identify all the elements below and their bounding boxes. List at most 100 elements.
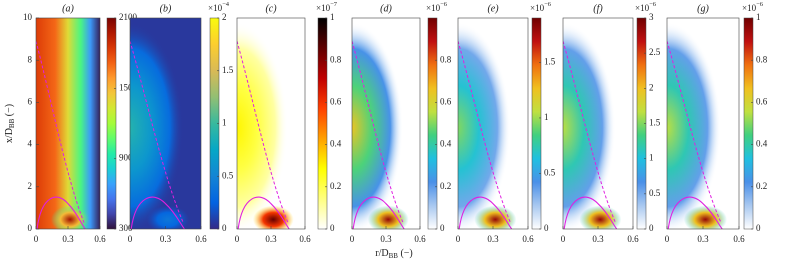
y-tick-label: 4 bbox=[28, 139, 33, 149]
field bbox=[237, 18, 305, 229]
x-tick-label: 0.3 bbox=[265, 234, 277, 244]
colorbar-tick-label: 1 bbox=[544, 112, 549, 122]
colorbar-tick-label: 2.5 bbox=[649, 47, 661, 57]
x-axis-label: r/DBB (−) bbox=[375, 248, 413, 259]
scale-base: ×10 bbox=[530, 3, 545, 13]
colorbar-tick-label: 0.8 bbox=[440, 54, 452, 64]
x-tick-label: 0.3 bbox=[487, 234, 499, 244]
plume bbox=[130, 22, 184, 229]
colorbar-tick-label: 0.4 bbox=[440, 139, 452, 149]
colorbar-tick-label: 0.6 bbox=[756, 96, 768, 106]
colorbar-tick-label: 0.8 bbox=[756, 54, 768, 64]
colorbar-tick-label: 1.5 bbox=[222, 65, 234, 75]
colorbar-scale: ×10−6 bbox=[742, 1, 764, 13]
colorbar-tick-label: 1 bbox=[649, 153, 654, 163]
colorbar-tick-label: 300 bbox=[119, 223, 133, 233]
x-tick-label: 0 bbox=[561, 234, 566, 244]
hot-spot bbox=[683, 205, 727, 229]
field-bg bbox=[36, 18, 100, 229]
scale-exponent: −4 bbox=[222, 1, 230, 8]
scale-base: ×10 bbox=[742, 3, 757, 13]
panel-title: (b) bbox=[160, 3, 172, 14]
solid-contour bbox=[458, 196, 513, 229]
hot-spot bbox=[252, 205, 294, 229]
y-tick-label: 8 bbox=[28, 54, 33, 64]
colorbar bbox=[106, 17, 117, 230]
colorbar-tick-label: 0.6 bbox=[440, 96, 452, 106]
solid-contour bbox=[237, 196, 290, 229]
panel-title: (a) bbox=[62, 3, 74, 14]
colorbar-tick-label: 0.5 bbox=[649, 188, 661, 198]
x-tick-label: 0.6 bbox=[627, 234, 639, 244]
colorbar-tick-label: 3 bbox=[649, 12, 654, 22]
colorbar bbox=[317, 17, 328, 230]
colorbar-tick-label: 1500 bbox=[119, 82, 138, 92]
colorbar bbox=[531, 17, 542, 230]
colorbar-tick-label: 2 bbox=[649, 82, 654, 92]
x-tick-label: 0.6 bbox=[94, 234, 106, 244]
solid-contour bbox=[130, 196, 185, 229]
colorbar-tick-label: 0.2 bbox=[756, 181, 767, 191]
colorbar-tick-label: 0 bbox=[544, 223, 549, 233]
scale-base: ×10 bbox=[635, 3, 650, 13]
field bbox=[458, 18, 528, 229]
scale-base: ×10 bbox=[426, 3, 441, 13]
solid-contour bbox=[667, 196, 723, 229]
plume bbox=[667, 22, 721, 229]
y-tick-label: 6 bbox=[28, 96, 33, 106]
x-tick-label: 0.6 bbox=[195, 234, 207, 244]
x-tick-label: 0.6 bbox=[733, 234, 745, 244]
x-tick-label: 0.3 bbox=[380, 234, 392, 244]
solid-contour bbox=[36, 196, 86, 229]
colorbar-scale: ×10−7 bbox=[316, 1, 338, 13]
colorbar-tick-label: 2 bbox=[222, 12, 227, 22]
y-tick-label: 0 bbox=[28, 223, 33, 233]
colorbar-tick-label: 0.2 bbox=[440, 181, 451, 191]
colorbar-tick-label: 0 bbox=[222, 223, 227, 233]
colorbar-tick-label: 0.4 bbox=[330, 139, 342, 149]
x-tick-label: 0 bbox=[665, 234, 670, 244]
colorbar-tick-label: 0.6 bbox=[330, 96, 342, 106]
panel-title: (g) bbox=[697, 3, 709, 14]
colorbar-tick-label: 0 bbox=[649, 223, 654, 233]
x-tick-label: 0.3 bbox=[160, 234, 172, 244]
scale-base: ×10 bbox=[316, 3, 331, 13]
panel-title: (f) bbox=[593, 3, 603, 14]
solid-contour bbox=[352, 196, 405, 229]
colorbar-tick-label: 0.5 bbox=[544, 168, 556, 178]
x-tick-label: 0 bbox=[235, 234, 240, 244]
x-tick-label: 0 bbox=[350, 234, 355, 244]
colorbar-tick-label: 1.5 bbox=[544, 56, 556, 66]
plume bbox=[563, 22, 616, 229]
dashed-contour bbox=[130, 41, 184, 223]
colorbar-tick-label: 0 bbox=[330, 223, 335, 233]
solid-contour bbox=[563, 196, 618, 229]
scale-exponent: −6 bbox=[649, 1, 657, 8]
x-tick-label: 0.3 bbox=[592, 234, 604, 244]
colorbar-tick-label: 0 bbox=[756, 223, 761, 233]
hot-spot bbox=[474, 205, 517, 229]
colorbar-tick-label: 0.2 bbox=[330, 181, 341, 191]
colorbar-tick-label: 0 bbox=[440, 223, 445, 233]
hot-spot bbox=[579, 205, 622, 229]
colorbar-tick-label: 0.5 bbox=[222, 170, 234, 180]
scale-exponent: −6 bbox=[544, 1, 552, 8]
colorbar-tick-label: 900 bbox=[119, 153, 133, 163]
panel-title: (c) bbox=[265, 3, 277, 14]
x-tick-label: 0 bbox=[34, 234, 39, 244]
colorbar-scale: ×10−6 bbox=[635, 1, 657, 13]
colorbar-tick-label: 0.4 bbox=[756, 139, 768, 149]
field bbox=[352, 18, 420, 229]
colorbar-tick-label: 2100 bbox=[119, 12, 138, 22]
x-tick-label: 0.6 bbox=[522, 234, 534, 244]
field bbox=[130, 18, 201, 229]
scale-exponent: −7 bbox=[330, 1, 338, 8]
hot-spot bbox=[50, 205, 90, 229]
x-tick-label: 0.6 bbox=[299, 234, 311, 244]
colorbar-tick-label: 0.8 bbox=[330, 54, 342, 64]
scale-base: ×10 bbox=[208, 3, 223, 13]
dashed-contour bbox=[667, 41, 722, 223]
x-tick-label: 0 bbox=[456, 234, 461, 244]
colorbar-scale: ×10−6 bbox=[426, 1, 448, 13]
colorbar-tick-label: 1.5 bbox=[649, 118, 661, 128]
